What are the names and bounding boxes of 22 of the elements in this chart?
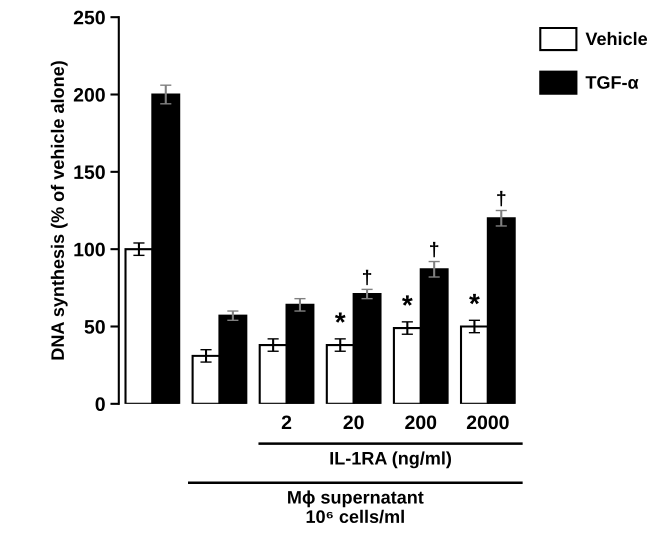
- x-tick-label: 20: [344, 415, 364, 430]
- annotation: *: [469, 294, 480, 304]
- y-tick-label: 50: [84, 320, 105, 334]
- y-tick-label: 150: [74, 165, 105, 180]
- text: 10⁶ cells/ml: [306, 510, 404, 524]
- x-tick-label: 2: [282, 415, 292, 430]
- annotation: †: [362, 270, 372, 286]
- annotation: *: [402, 295, 413, 306]
- x-tick-label: 200: [405, 415, 436, 430]
- text: Mϕ supernatant: [288, 490, 424, 508]
- annotation: *: [334, 312, 346, 323]
- y-axis-title: DNA synthesis (% of vehicle alone): [50, 61, 68, 360]
- annotation: †: [497, 190, 506, 206]
- legend-label: TGF-α: [586, 76, 638, 89]
- y-tick-label: 200: [74, 88, 105, 102]
- legend-label: Vehicle: [586, 32, 648, 46]
- y-tick-label: 250: [74, 10, 105, 24]
- y-tick-label: 0: [96, 397, 105, 412]
- annotation: †: [430, 242, 438, 258]
- y-tick-label: 100: [74, 242, 105, 256]
- text: IL-1RA (ng/ml): [330, 451, 452, 468]
- x-tick-label: 2000: [466, 415, 509, 430]
